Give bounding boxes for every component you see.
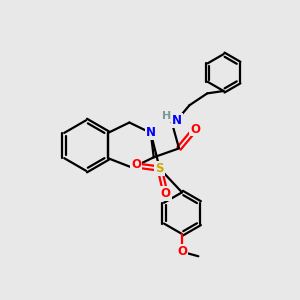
- Text: N: N: [172, 114, 182, 127]
- Text: O: O: [190, 122, 200, 136]
- Text: S: S: [155, 162, 164, 175]
- Text: O: O: [160, 187, 171, 200]
- Text: O: O: [177, 245, 187, 258]
- Text: N: N: [146, 126, 156, 140]
- Text: H: H: [162, 111, 171, 121]
- Text: O: O: [131, 158, 141, 171]
